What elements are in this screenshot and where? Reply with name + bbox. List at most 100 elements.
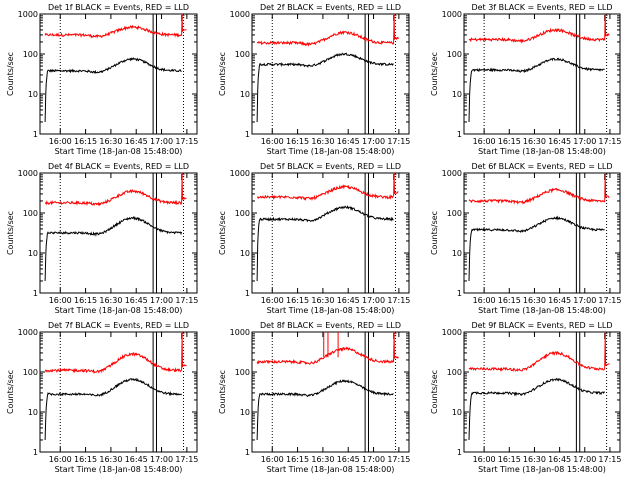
x-tick-label: 16:00 — [49, 137, 72, 146]
y-tick-label: 1 — [245, 289, 250, 298]
y-tick-label: 1000 — [442, 169, 462, 178]
y-tick-label: 100 — [447, 209, 462, 218]
x-axis-label: Start Time (18-Jan-08 15:48:00) — [267, 465, 395, 474]
y-axis-label: Counts/sec — [430, 370, 439, 414]
x-tick-label: 17:15 — [175, 296, 198, 305]
flare-marker-label: F — [180, 14, 185, 23]
x-axis-label: Start Time (18-Jan-08 15:48:00) — [478, 147, 606, 156]
x-tick-label: 16:30 — [99, 137, 122, 146]
x-tick-label: 17:00 — [150, 455, 173, 464]
y-tick-label: 10 — [452, 249, 462, 258]
x-tick-label: 16:45 — [337, 455, 360, 464]
y-tick-label: 1000 — [18, 169, 38, 178]
x-tick-label: 16:30 — [523, 455, 546, 464]
y-tick-label: 1000 — [230, 10, 250, 19]
y-tick-label: 1 — [33, 130, 38, 139]
x-tick-label: 17:00 — [573, 137, 596, 146]
y-tick-label: 1 — [245, 448, 250, 457]
x-tick-label: 16:15 — [498, 296, 521, 305]
y-tick-label: 10 — [240, 249, 250, 258]
y-tick-label: 1000 — [230, 328, 250, 337]
y-tick-label: 1 — [33, 289, 38, 298]
x-tick-label: 17:00 — [150, 296, 173, 305]
y-tick-label: 100 — [23, 209, 38, 218]
plot-frame — [251, 331, 410, 453]
x-tick-label: 16:30 — [523, 296, 546, 305]
x-tick-label: 17:15 — [175, 137, 198, 146]
x-tick-label: 16:15 — [286, 455, 309, 464]
x-axis-label: Start Time (18-Jan-08 15:48:00) — [55, 147, 183, 156]
panel-title: Det 2f BLACK = Events, RED = LLD — [260, 3, 401, 12]
x-tick-label: 16:15 — [74, 137, 97, 146]
panel-2: Det 2f BLACK = Events, RED = LLD 1 10 100 10… — [218, 3, 410, 156]
y-axis-label: Counts/sec — [430, 211, 439, 255]
y-tick-label: 1 — [457, 130, 462, 139]
plot-frame — [463, 331, 621, 453]
x-tick-label: 16:45 — [337, 296, 360, 305]
y-tick-label: 10 — [28, 90, 38, 99]
y-tick-label: 1000 — [18, 10, 38, 19]
x-tick-label: 17:15 — [387, 296, 410, 305]
x-tick-label: 16:30 — [311, 296, 334, 305]
plot-frame — [39, 331, 198, 453]
plot-frame — [39, 172, 198, 294]
x-tick-label: 16:45 — [548, 296, 571, 305]
panel-9: Det 9f BLACK = Events, RED = LLD 1 10 100 10… — [430, 321, 621, 474]
x-tick-label: 16:15 — [498, 137, 521, 146]
y-tick-label: 10 — [240, 90, 250, 99]
x-tick-label: 16:30 — [99, 296, 122, 305]
x-tick-label: 16:45 — [548, 455, 571, 464]
panel-8: Det 8f BLACK = Events, RED = LLD 1 10 100 10… — [218, 321, 410, 474]
y-tick-label: 1 — [245, 130, 250, 139]
x-tick-label: 16:30 — [311, 137, 334, 146]
panel-4: Det 4f BLACK = Events, RED = LLD 1 10 100 10… — [6, 162, 198, 315]
y-axis-label: Counts/sec — [218, 52, 227, 96]
y-tick-label: 1000 — [18, 328, 38, 337]
plot-frame — [251, 172, 410, 294]
events-series-line — [468, 57, 605, 123]
x-tick-label: 17:15 — [387, 137, 410, 146]
flare-marker-label: F — [180, 332, 185, 341]
flare-marker-label: F — [603, 14, 608, 23]
y-tick-label: 10 — [28, 249, 38, 258]
x-tick-label: 17:15 — [598, 137, 621, 146]
plot-frame — [39, 13, 198, 135]
x-tick-label: 16:00 — [261, 455, 284, 464]
x-tick-label: 16:30 — [523, 137, 546, 146]
y-tick-label: 10 — [240, 408, 250, 417]
y-axis-label: Counts/sec — [6, 52, 15, 96]
events-series-line — [44, 57, 182, 123]
x-tick-label: 16:45 — [125, 137, 148, 146]
events-series-line — [468, 377, 606, 441]
lld-series-line — [468, 13, 610, 44]
x-tick-label: 17:15 — [175, 455, 198, 464]
y-tick-label: 100 — [235, 209, 250, 218]
x-tick-label: 16:00 — [261, 137, 284, 146]
y-tick-label: 1000 — [442, 10, 462, 19]
events-series-line — [256, 52, 394, 123]
x-tick-label: 16:15 — [74, 455, 97, 464]
events-series-line — [44, 377, 182, 441]
lld-series-line — [256, 331, 399, 366]
panel-6: Det 6f BLACK = Events, RED = LLD 1 10 100 10… — [430, 162, 621, 315]
lld-series-line — [44, 13, 187, 39]
x-tick-label: 16:00 — [473, 137, 496, 146]
lld-series-line — [468, 331, 610, 372]
flare-marker-label: F — [392, 173, 397, 182]
y-axis-label: Counts/sec — [6, 370, 15, 414]
x-axis-label: Start Time (18-Jan-08 15:48:00) — [478, 465, 606, 474]
x-tick-label: 16:00 — [473, 296, 496, 305]
panel-1: Det 1f BLACK = Events, RED = LLD 1 10 100 10… — [6, 3, 198, 156]
plot-frame — [463, 13, 621, 135]
events-series-line — [468, 215, 605, 282]
y-axis-label: Counts/sec — [218, 211, 227, 255]
flare-marker-label: F — [603, 173, 608, 182]
x-axis-label: Start Time (18-Jan-08 15:48:00) — [55, 465, 183, 474]
x-tick-label: 16:45 — [337, 137, 360, 146]
x-tick-label: 16:15 — [74, 296, 97, 305]
flare-marker-label: F — [180, 173, 185, 182]
panel-title: Det 3f BLACK = Events, RED = LLD — [471, 3, 612, 12]
x-tick-label: 16:15 — [286, 296, 309, 305]
y-tick-label: 1000 — [230, 169, 250, 178]
